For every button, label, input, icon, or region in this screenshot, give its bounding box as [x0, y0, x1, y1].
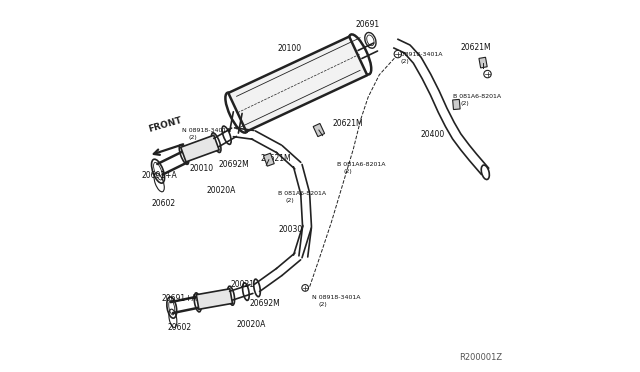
Text: (2): (2) [343, 169, 352, 174]
Text: 20691+A: 20691+A [141, 171, 177, 180]
Text: 20691+A: 20691+A [162, 294, 198, 303]
Text: 20030: 20030 [278, 225, 303, 234]
Text: 20602: 20602 [152, 199, 175, 208]
Text: 20020A: 20020A [237, 320, 266, 329]
Text: 20020A: 20020A [206, 186, 236, 195]
Text: B 081A6-8201A: B 081A6-8201A [278, 191, 326, 196]
Polygon shape [479, 57, 487, 68]
Text: (2): (2) [401, 59, 410, 64]
Text: 20602: 20602 [167, 323, 191, 333]
Polygon shape [264, 153, 274, 166]
Text: N 08918-3401A: N 08918-3401A [312, 295, 360, 300]
Text: N 08918-3401A: N 08918-3401A [182, 128, 230, 133]
Text: (2): (2) [460, 101, 469, 106]
Text: 20691: 20691 [356, 20, 380, 29]
Circle shape [394, 50, 401, 58]
Text: 20692M: 20692M [218, 160, 249, 169]
Text: 20621M: 20621M [333, 119, 364, 128]
Polygon shape [313, 124, 324, 137]
Text: 20692M: 20692M [250, 299, 280, 308]
Text: 20010: 20010 [189, 164, 214, 173]
Text: 20621M: 20621M [260, 154, 291, 163]
Polygon shape [452, 99, 460, 110]
Text: 20400: 20400 [421, 130, 445, 140]
Text: B 0B1A6-8201A: B 0B1A6-8201A [337, 162, 385, 167]
Text: N 08918-3401A: N 08918-3401A [394, 52, 443, 57]
Text: (2): (2) [189, 135, 198, 140]
Text: 20021: 20021 [230, 280, 254, 289]
Text: FRONT: FRONT [147, 116, 183, 134]
Polygon shape [228, 36, 367, 132]
Polygon shape [180, 135, 219, 162]
Circle shape [484, 70, 492, 78]
Text: 20621M: 20621M [461, 42, 492, 51]
Text: (2): (2) [319, 302, 327, 307]
Text: B 081A6-8201A: B 081A6-8201A [453, 94, 502, 99]
Text: 20100: 20100 [277, 44, 301, 53]
Polygon shape [196, 289, 232, 309]
Text: R200001Z: R200001Z [459, 353, 502, 362]
Circle shape [302, 285, 308, 291]
Text: (2): (2) [285, 198, 294, 203]
